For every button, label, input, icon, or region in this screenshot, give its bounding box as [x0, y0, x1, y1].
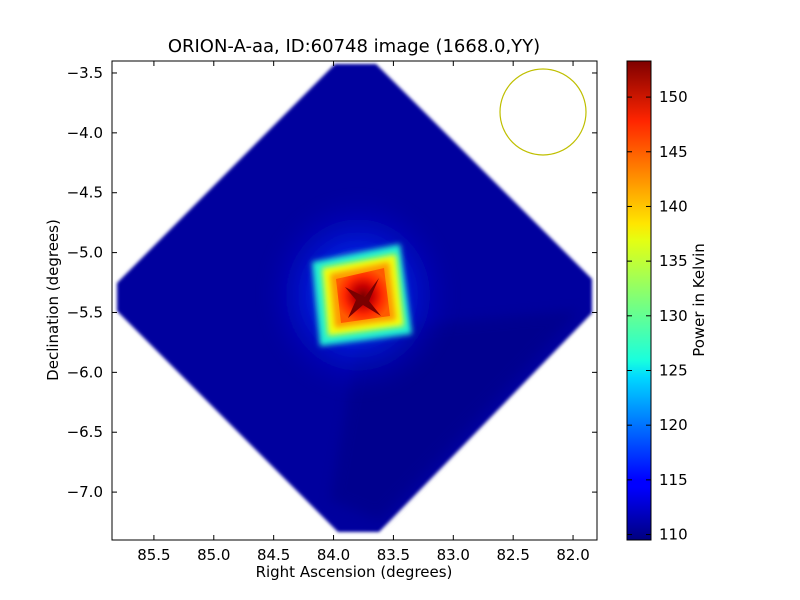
x-tick-label: 84.5 [257, 546, 290, 564]
chart-title: ORION-A-aa, ID:60748 image (1668.0,YY) [168, 36, 540, 57]
colorbar-axis: 110 115 120 125 130 135 140 145 150 [627, 88, 688, 544]
x-tick-label: 83.0 [437, 546, 470, 564]
x-tick-label: 85.0 [197, 546, 230, 564]
x-tick-label: 85.5 [137, 546, 170, 564]
beam-circle [499, 68, 587, 156]
x-tick-label: 83.5 [377, 546, 410, 564]
x-tick-label: 84.0 [317, 546, 350, 564]
plot-frame [111, 60, 598, 541]
y-tick-label: −4.5 [67, 184, 103, 202]
colorbar-tick-label: 145 [659, 143, 688, 161]
colorbar-label: Power in Kelvin [690, 243, 708, 357]
colorbar [626, 60, 652, 541]
y-tick-label: −5.0 [67, 244, 103, 262]
y-tick-label: −7.0 [67, 483, 103, 501]
y-axis: −3.5 −4.0 −4.5 −5.0 −5.5 −6.0 −6.5 −7.0 [67, 64, 597, 501]
colorbar-tick-label: 125 [659, 361, 688, 379]
colorbar-tick-label: 135 [659, 252, 688, 270]
x-tick-label: 82.5 [496, 546, 529, 564]
x-axis-label: Right Ascension (degrees) [256, 563, 453, 581]
colorbar-tick-label: 140 [659, 197, 688, 215]
y-tick-label: −5.5 [67, 303, 103, 321]
colorbar-tick-label: 120 [659, 416, 688, 434]
y-tick-label: −6.5 [67, 423, 103, 441]
source-peak [345, 278, 381, 318]
y-axis-label: Declination (degrees) [44, 219, 62, 381]
x-axis: 85.5 85.0 84.5 84.0 83.5 83.0 82.5 82.0 [137, 61, 590, 564]
y-tick-label: −6.0 [67, 363, 103, 381]
colorbar-tick-label: 130 [659, 307, 688, 325]
colorbar-tick-label: 115 [659, 471, 688, 489]
y-tick-label: −4.0 [67, 124, 103, 142]
x-tick-label: 82.0 [556, 546, 589, 564]
heatmap-image [117, 64, 592, 532]
colorbar-tick-label: 150 [659, 88, 688, 106]
colorbar-tick-label: 110 [659, 526, 688, 544]
y-tick-label: −3.5 [67, 64, 103, 82]
